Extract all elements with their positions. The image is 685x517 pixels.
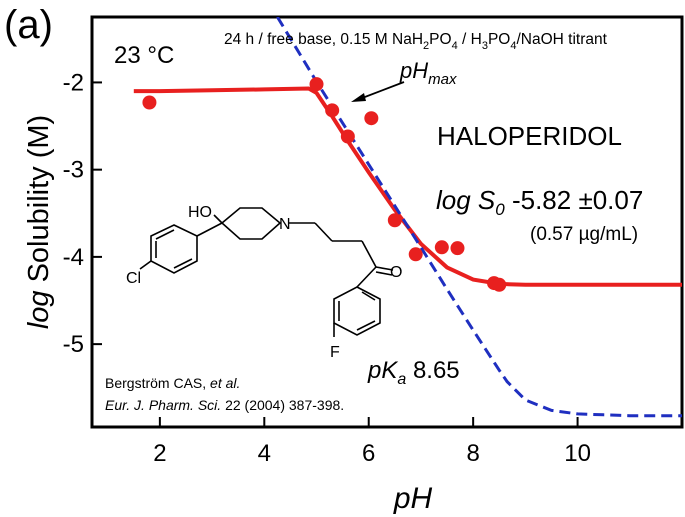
phmax-label: pHmax	[399, 58, 457, 88]
citation-line-2: Eur. J. Pharm. Sci. 22 (2004) 387-398.	[105, 397, 344, 413]
data-point	[387, 213, 402, 228]
temperature-label: 23 °C	[114, 42, 174, 69]
data-point	[340, 129, 355, 144]
plot-frame	[90, 15, 684, 429]
logs0-label: log S0 -5.82 ±0.07	[436, 185, 643, 219]
panel-label: (a)	[4, 3, 53, 47]
data-point	[450, 241, 465, 256]
structure-cl: Cl	[126, 270, 141, 287]
y-axis-label: log Solubility (M)	[23, 115, 55, 329]
structure-ho: HO	[188, 204, 212, 221]
x-tick-label: 10	[564, 440, 591, 467]
y-axis-ticks: -2 -3 -4 -5	[63, 69, 102, 358]
chart-title: HALOPERIDOL	[437, 121, 622, 151]
x-tick-label: 4	[258, 440, 271, 467]
x-tick-label: 8	[466, 440, 479, 467]
intrinsic-solubility-curve	[276, 17, 682, 418]
logs0-gml: (0.57 µg/mL)	[530, 224, 638, 245]
structure-f: F	[330, 344, 340, 361]
y-tick-label: -4	[63, 244, 84, 271]
y-tick-label: -5	[63, 331, 84, 358]
data-point	[309, 77, 324, 92]
pka-label: pKa 8.65	[367, 357, 460, 388]
x-axis-ticks: 2 4 6 8 10	[153, 417, 591, 467]
x-axis-label: pH	[393, 482, 433, 515]
data-point	[434, 240, 449, 255]
y-tick-label: -2	[63, 69, 84, 96]
solubility-fit-curve	[133, 86, 682, 287]
data-point	[408, 247, 423, 262]
y-tick-label: -3	[63, 157, 84, 184]
structure-o: O	[390, 264, 402, 281]
data-point	[492, 277, 507, 292]
data-point	[364, 111, 379, 126]
x-tick-label: 2	[153, 440, 166, 467]
x-tick-label: 6	[362, 440, 375, 467]
citation-line-1: Bergström CAS, et al.	[105, 375, 240, 391]
chemical-structure	[139, 207, 394, 337]
series-layer	[133, 17, 682, 418]
data-point	[142, 95, 157, 110]
structure-n: N	[279, 216, 291, 233]
structure-labels: HO N O Cl F	[126, 204, 402, 361]
data-point	[325, 103, 340, 118]
conditions-label: 24 h / free base, 0.15 M NaH2PO4 / H3PO4…	[224, 31, 608, 52]
phmax-arrowhead	[351, 93, 366, 102]
